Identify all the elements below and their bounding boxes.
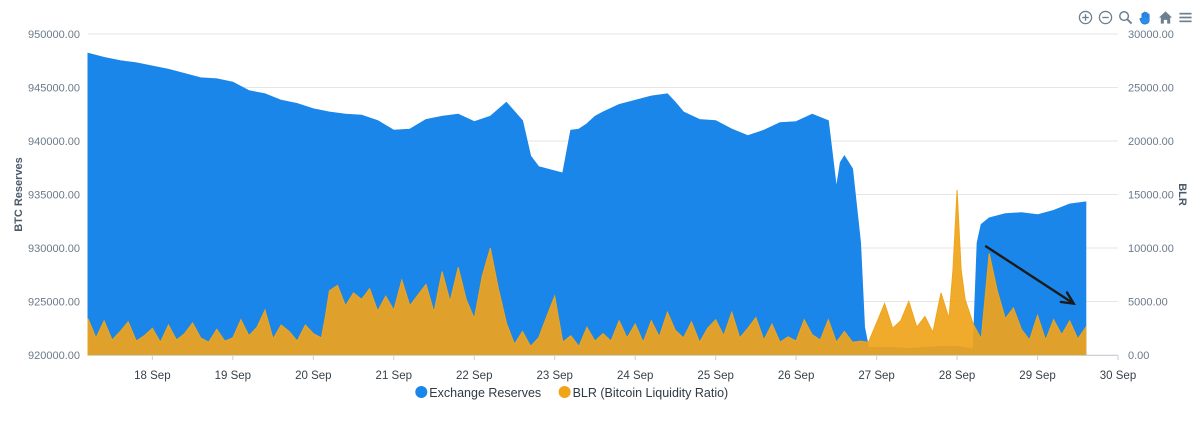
y-left-tick-label: 945000.00: [28, 83, 80, 95]
y-right-tick-label: 0.00: [1128, 350, 1149, 362]
legend-item-exchange-reserves[interactable]: Exchange Reserves: [415, 386, 541, 400]
legend: Exchange Reserves BLR (Bitcoin Liquidity …: [415, 386, 728, 400]
chart-toolbar: [1077, 9, 1194, 26]
y-left-tick-label: 920000.00: [28, 350, 80, 362]
zoom-out-icon[interactable]: [1097, 9, 1114, 26]
legend-label: Exchange Reserves: [429, 386, 541, 400]
y-right-tick-label: 5000.00: [1128, 297, 1168, 309]
y-right-tick-label: 10000.00: [1128, 243, 1174, 255]
home-icon[interactable]: [1157, 9, 1174, 26]
exchange-reserves-area: [87, 52, 1087, 356]
x-tick-label: 19 Sep: [215, 370, 251, 382]
x-tick-label: 22 Sep: [456, 370, 492, 382]
y-left-tick-label: 950000.00: [28, 29, 80, 41]
y-right-tick-label: 30000.00: [1128, 29, 1174, 41]
x-tick-label: 29 Sep: [1019, 370, 1055, 382]
legend-label: BLR (Bitcoin Liquidity Ratio): [573, 386, 729, 400]
x-tick-label: 26 Sep: [778, 370, 814, 382]
x-tick-label: 30 Sep: [1100, 370, 1136, 382]
y-right-tick-label: 20000.00: [1128, 136, 1174, 148]
y-right-tick-label: 15000.00: [1128, 190, 1174, 202]
legend-marker: [415, 386, 428, 398]
y-left-axis-title: BTC Reserves: [13, 157, 25, 232]
annotation-arrow-head: [1059, 291, 1077, 306]
x-tick-label: 20 Sep: [295, 370, 331, 382]
legend-marker: [558, 386, 571, 398]
legend-item-blr[interactable]: BLR (Bitcoin Liquidity Ratio): [558, 386, 729, 400]
y-right-axis-title: BLR: [1176, 183, 1188, 206]
y-left-tick-label: 935000.00: [28, 190, 80, 202]
x-tick-label: 18 Sep: [134, 370, 170, 382]
y-left-tick-label: 930000.00: [28, 243, 80, 255]
annotation-arrow-line: [984, 244, 1075, 305]
x-tick-label: 21 Sep: [376, 370, 412, 382]
menu-icon[interactable]: [1177, 9, 1194, 26]
x-tick-label: 24 Sep: [617, 370, 653, 382]
x-tick-label: 23 Sep: [536, 370, 572, 382]
y-left-tick-label: 925000.00: [28, 297, 80, 309]
magnifier-icon[interactable]: [1117, 9, 1134, 26]
x-tick-label: 25 Sep: [697, 370, 733, 382]
x-tick-label: 28 Sep: [939, 370, 975, 382]
zoom-in-icon[interactable]: [1077, 9, 1094, 26]
y-right-tick-label: 25000.00: [1128, 83, 1174, 95]
y-left-tick-label: 940000.00: [28, 136, 80, 148]
pan-hand-icon[interactable]: [1137, 9, 1154, 26]
x-tick-label: 27 Sep: [858, 370, 894, 382]
blr-area: [87, 190, 1087, 356]
